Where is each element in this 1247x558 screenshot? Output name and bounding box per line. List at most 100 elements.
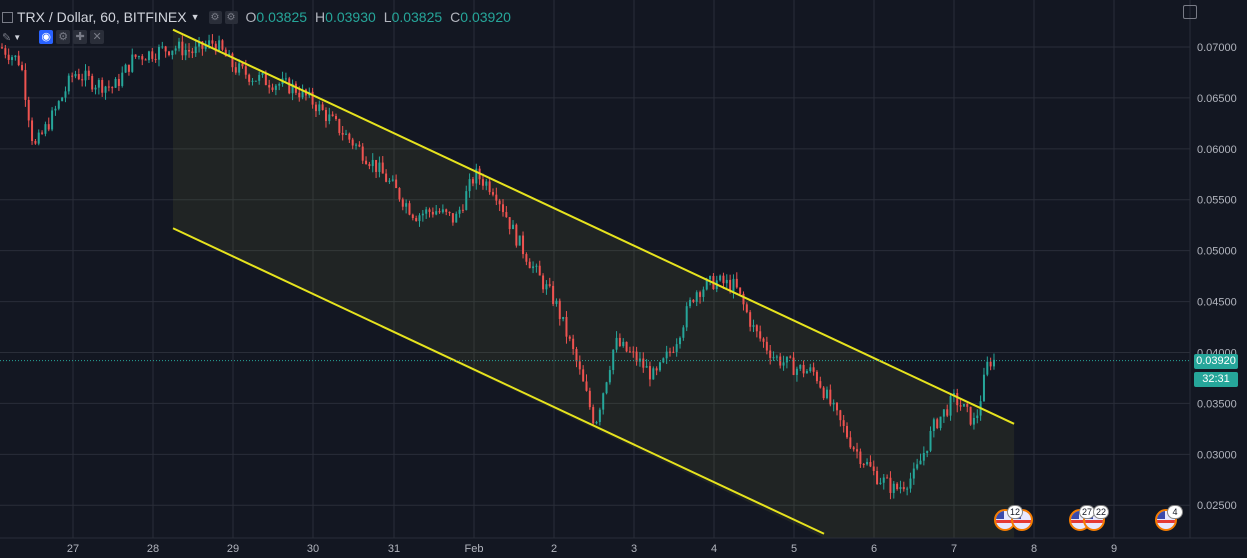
candle-body [859,451,862,465]
candle-body [448,211,451,214]
candle-body [625,341,628,352]
candle-body [194,46,197,54]
maximize-icon[interactable] [1183,5,1197,19]
candle-body [702,289,705,297]
candle-body [705,279,708,290]
candle-body [665,351,668,359]
candle-body [425,209,428,214]
candle-body [224,49,227,57]
candle-body [318,104,321,112]
candle-body [505,212,508,218]
candle-body [338,119,341,133]
candle-body [431,211,434,215]
time-axis[interactable]: 27 28 29 30 31 Feb 2 3 4 5 6 7 8 9 [67,543,1117,555]
candle-body [699,292,702,297]
candle-body [876,470,879,484]
price-axis[interactable]: 0.07000 0.06500 0.06000 0.05500 0.05000 0.045… [1197,42,1237,512]
candle-body [836,402,838,411]
candle-body [324,110,327,122]
candle-body [956,393,959,406]
candle-body [151,51,154,59]
candle-body [405,203,408,207]
candle-body [976,415,979,419]
event-count-badge[interactable]: 22 [1093,505,1110,519]
candle-body [208,40,211,46]
compare-icon[interactable]: ⚙ [224,10,238,24]
candle-body [288,78,291,94]
candle-body [535,265,538,267]
candle-body [57,101,60,109]
candle-body [872,466,875,471]
candle-body [441,209,444,213]
candle-body [732,278,735,292]
candle-body [47,124,50,130]
candle-body [695,292,698,302]
eye-icon[interactable]: ◉ [39,30,54,44]
candle-body [147,51,150,61]
high-value: 0.03930 [325,9,376,25]
candle-body [311,91,314,105]
candle-body [368,164,371,167]
candle-body [645,366,648,368]
candle-body [191,51,194,54]
candle-body [672,351,675,353]
candle-body [455,213,458,223]
settings-icon[interactable]: ⚙ [208,10,222,24]
channel-upper-line[interactable] [172,28,1015,425]
chevron-down-icon[interactable]: ▼ [190,12,200,22]
candle-body [81,79,84,81]
candle-body [54,108,57,111]
candle-body [17,55,20,66]
candle-body [475,168,478,184]
candle-body [959,405,962,407]
low-label: L [383,9,392,25]
candle-body [542,275,545,290]
candle-body [775,356,778,358]
candle-body [512,224,515,230]
time-tick-label: 27 [67,543,79,555]
close-value: 0.03920 [460,9,511,25]
candle-body [234,67,237,73]
drawing-icon[interactable]: ✎ [2,31,12,44]
candle-body [131,54,134,72]
candle-body [552,285,555,304]
event-count-badge[interactable]: 12 [1007,505,1024,519]
candle-body [157,46,160,60]
candle-body [916,464,919,469]
candle-body [428,209,431,212]
candle-body [882,477,885,483]
channel-lower-line[interactable] [172,227,825,535]
move-icon[interactable]: ✚ [73,30,88,44]
close-icon[interactable]: ✕ [90,30,105,44]
candle-body [595,421,598,424]
candle-body [942,409,945,417]
candle-body [87,70,90,76]
price-tick-label: 0.05000 [1197,246,1237,258]
candle-body [335,116,337,120]
candle-body [301,89,304,98]
candle-body [37,132,40,144]
candle-body [188,49,191,52]
candle-body [762,338,765,342]
candle-body [491,192,494,195]
candle-body [555,300,558,304]
candle-body [64,91,67,98]
time-tick-label: Feb [465,543,484,555]
candle-body [735,278,738,288]
chevron-down-icon[interactable]: ▼ [13,32,22,42]
symbol-title[interactable]: TRX / Dollar, 60, BITFINEX [17,9,187,25]
candle-body [268,85,271,88]
menu-icon[interactable] [2,11,13,23]
candle-body [485,181,488,186]
candle-body [588,390,591,408]
candle-body [902,487,905,490]
event-count-badge[interactable]: 4 [1167,505,1183,519]
candle-body [154,58,157,60]
candle-body [622,341,625,346]
candle-body [101,80,104,93]
candle-body [174,48,177,51]
candle-body [421,213,424,216]
candle-body [248,74,251,82]
settings-icon[interactable]: ⚙ [56,30,71,44]
